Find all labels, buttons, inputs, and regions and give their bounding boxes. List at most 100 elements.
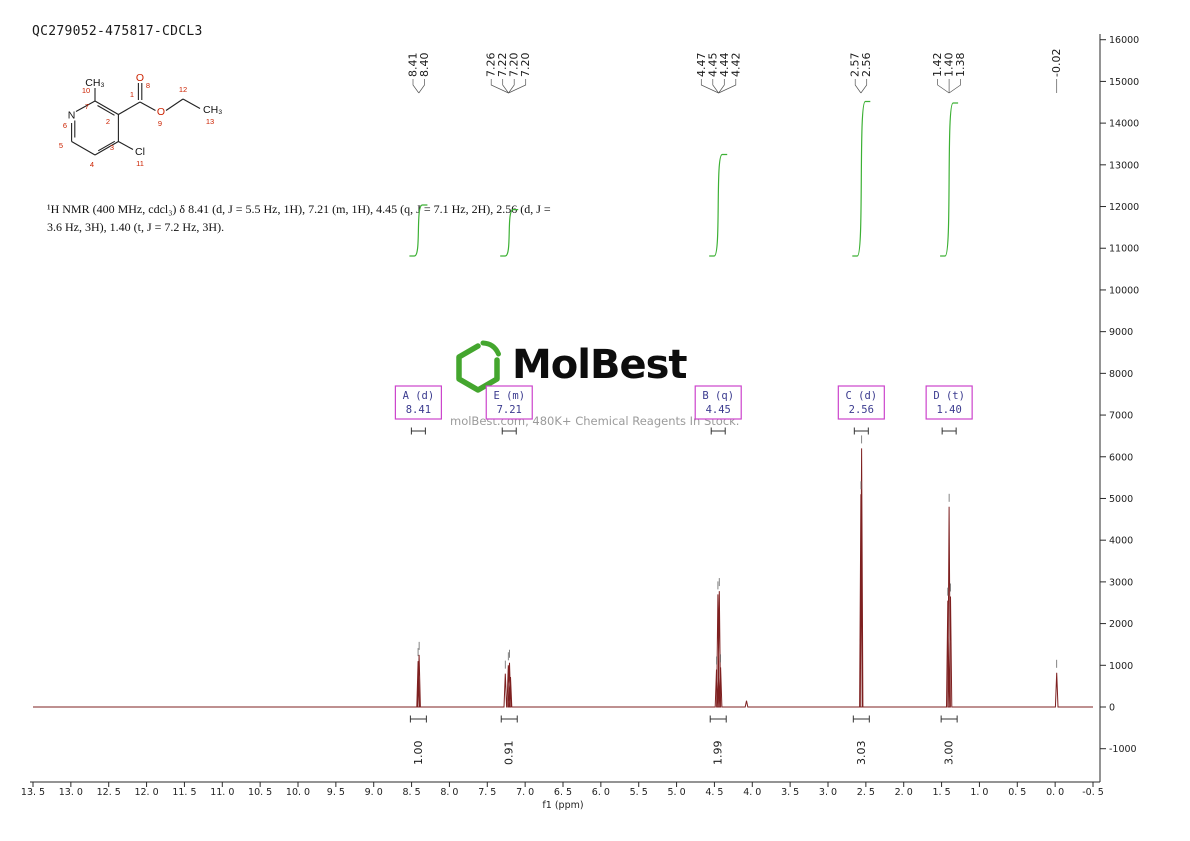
y-tick-label: 9000 bbox=[1109, 327, 1133, 338]
peak-shift-label: 7.22 bbox=[496, 53, 509, 78]
peak-label-connector bbox=[508, 79, 527, 94]
y-tick-label: 7000 bbox=[1109, 411, 1133, 422]
y-tick-label: 14000 bbox=[1109, 119, 1139, 130]
x-axis-title: f1 (ppm) bbox=[542, 800, 583, 811]
watermark-brand: MolBest bbox=[512, 342, 688, 388]
bond-o-ch2 bbox=[165, 98, 184, 111]
integral-value-label: 1.99 bbox=[712, 741, 725, 766]
peak-shift-label: 2.56 bbox=[860, 53, 873, 78]
peak-label-connector bbox=[418, 79, 425, 94]
y-tick-label: 3000 bbox=[1109, 577, 1133, 588]
multiplet-id-label: B (q) bbox=[702, 390, 734, 402]
x-tick-label: 2. 5 bbox=[857, 787, 875, 798]
x-tick-label: 10. 5 bbox=[248, 787, 272, 798]
atom-label-carbonyl-oxygen: O bbox=[136, 72, 144, 84]
multiplet-box bbox=[485, 385, 533, 420]
peak-shift-label: 4.42 bbox=[729, 53, 742, 78]
locant-10: 10 bbox=[82, 86, 90, 95]
peak-label-connector bbox=[718, 79, 725, 94]
locant-5: 5 bbox=[59, 141, 63, 150]
x-tick-label: 3. 0 bbox=[819, 787, 837, 798]
peak-label-connector bbox=[860, 79, 868, 94]
x-tick-label: 13. 0 bbox=[59, 787, 83, 798]
x-tick-label: 12. 0 bbox=[134, 787, 158, 798]
x-tick-label: 9. 5 bbox=[327, 787, 345, 798]
integral-curve bbox=[709, 153, 728, 257]
x-tick-label: 0. 0 bbox=[1046, 787, 1064, 798]
atom-label-nitrogen: N bbox=[68, 110, 76, 122]
locant-6: 6 bbox=[63, 121, 67, 130]
integral-curve bbox=[852, 100, 871, 257]
multiplet-box bbox=[925, 385, 973, 420]
integral-value-label: 3.00 bbox=[943, 741, 956, 766]
y-tick-label: 5000 bbox=[1109, 494, 1133, 505]
peak-label-connector bbox=[854, 79, 862, 94]
x-tick-label: -0. 5 bbox=[1082, 787, 1104, 798]
x-tick-label: 5. 0 bbox=[668, 787, 686, 798]
multiplet-box bbox=[837, 385, 885, 420]
atom-label-chlorine: Cl bbox=[135, 146, 145, 158]
peak-label-connector bbox=[502, 79, 509, 94]
x-tick-label: 5. 5 bbox=[630, 787, 648, 798]
bond-ch2-ch3 bbox=[182, 98, 201, 109]
multiplet-box bbox=[694, 385, 742, 420]
peak-shift-label: 4.47 bbox=[695, 53, 708, 78]
double-bond-inner bbox=[97, 140, 116, 152]
bond-carbonyl-ester-o bbox=[139, 101, 156, 111]
integral-value-label: 1.00 bbox=[412, 741, 425, 766]
logo-hexagon bbox=[456, 343, 500, 393]
x-tick-label: 3. 5 bbox=[781, 787, 799, 798]
x-tick-label: 7. 0 bbox=[516, 787, 534, 798]
molbest-logo-icon bbox=[456, 340, 501, 393]
y-tick-label: 8000 bbox=[1109, 369, 1133, 380]
multiplet-shift-label: 1.40 bbox=[936, 404, 961, 416]
bond-chloro bbox=[118, 141, 134, 150]
peak-label-connector bbox=[412, 79, 420, 94]
bond bbox=[71, 141, 96, 156]
integral-curve bbox=[409, 204, 428, 257]
multiplet-id-label: D (t) bbox=[933, 390, 965, 402]
peak-label-connector bbox=[712, 79, 719, 94]
peak-shift-label: 1.42 bbox=[931, 53, 944, 78]
peak-shift-label: 4.45 bbox=[706, 53, 719, 78]
x-tick-label: 4. 5 bbox=[705, 787, 723, 798]
peak-shift-label: 8.40 bbox=[418, 53, 431, 78]
multiplet-id-label: A (d) bbox=[403, 390, 435, 402]
structure-atom-labels: CH₃ O O N Cl CH₃ bbox=[68, 72, 223, 158]
spectrum-trace bbox=[33, 448, 1093, 708]
bond-ring-carbonyl bbox=[118, 101, 141, 115]
structure-locants: 1 2 3 4 5 6 7 8 9 10 11 12 13 bbox=[59, 81, 214, 169]
peak-shift-label: 8.41 bbox=[407, 53, 420, 78]
locant-11: 11 bbox=[136, 159, 144, 168]
peak-label-connector bbox=[490, 79, 509, 94]
y-tick-label: 1000 bbox=[1109, 661, 1133, 672]
multiplet-shift-label: 2.56 bbox=[849, 404, 874, 416]
y-tick-label: 11000 bbox=[1109, 244, 1139, 255]
integral-value-label: 0.91 bbox=[503, 741, 516, 766]
locant-9: 9 bbox=[158, 119, 162, 128]
peak-label-connector bbox=[948, 79, 961, 94]
double-bond-inner bbox=[97, 105, 115, 116]
molecular-structure: CH₃ O O N Cl CH₃ 1 2 3 4 5 6 7 8 9 10 11… bbox=[59, 72, 223, 169]
y-tick-label: 4000 bbox=[1109, 536, 1133, 547]
structure-bonds bbox=[71, 83, 201, 156]
multiplet-box bbox=[394, 385, 442, 420]
sample-title: QC279052-475817-CDCL3 bbox=[32, 24, 203, 39]
multiplet-shift-label: 4.45 bbox=[706, 404, 731, 416]
locant-7: 7 bbox=[85, 102, 89, 111]
x-tick-label: 6. 0 bbox=[592, 787, 610, 798]
bond bbox=[94, 141, 119, 156]
atom-label-ethyl-methyl: CH₃ bbox=[203, 104, 222, 116]
y-tick-label: 10000 bbox=[1109, 285, 1139, 296]
peak-shift-label: 7.20 bbox=[508, 53, 521, 78]
bond bbox=[75, 100, 96, 112]
x-tick-label: 11. 5 bbox=[172, 787, 196, 798]
bond bbox=[94, 100, 119, 115]
x-tick-label: 7. 5 bbox=[478, 787, 496, 798]
x-tick-label: 12. 5 bbox=[97, 787, 121, 798]
peak-shift-label: 1.38 bbox=[954, 53, 967, 78]
x-tick-label: 9. 0 bbox=[365, 787, 383, 798]
locant-3: 3 bbox=[110, 143, 114, 152]
peak-shift-label: 2.57 bbox=[849, 53, 862, 78]
